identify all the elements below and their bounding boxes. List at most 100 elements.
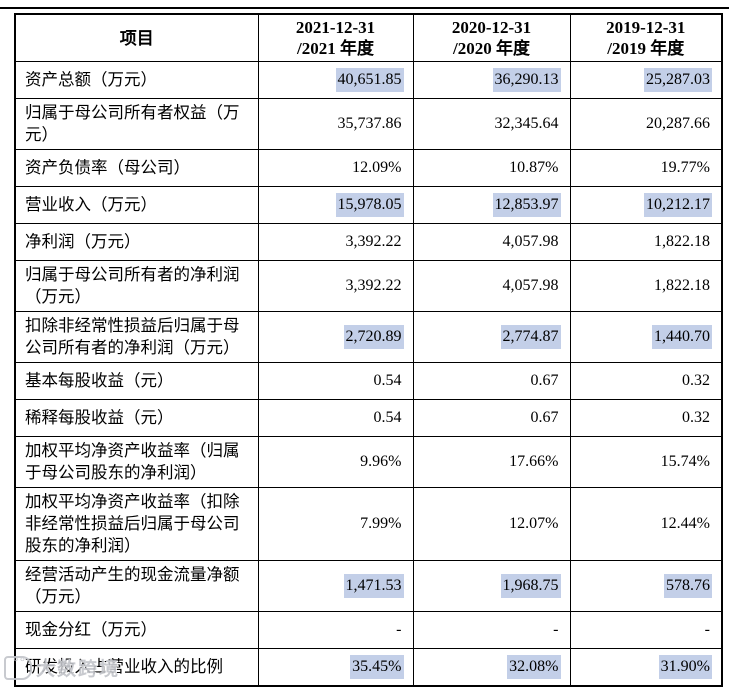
table-row: 资产总额（万元） 40,651.85 36,290.13 25,287.03	[14, 61, 723, 99]
table-row: 稀释每股收益（元） 0.54 0.67 0.32	[14, 399, 723, 437]
value-text: 17.66%	[509, 453, 559, 470]
header-column-2020: 2020-12-31 /2020 年度	[412, 13, 571, 62]
value-cell-2019: 10,212.17	[569, 186, 723, 224]
value-cell-2021: 12.09%	[257, 149, 414, 187]
financial-summary-table: 项目 2021-12-31 /2021 年度 2020-12-31 /2020 …	[14, 13, 723, 687]
header-item-column: 项目	[14, 13, 259, 62]
value-text: 0.32	[682, 409, 710, 426]
row-label: 净利润（万元）	[14, 223, 259, 261]
value-cell-2019: 0.32	[569, 362, 723, 400]
value-cell-2021: 7.99%	[257, 487, 414, 561]
value-cell-2021: 35,737.86	[257, 98, 414, 150]
value-text: 35.45%	[350, 655, 404, 679]
table-row: 基本每股收益（元） 0.54 0.67 0.32	[14, 362, 723, 400]
value-text: 0.67	[530, 372, 559, 389]
value-cell-2020: 17.66%	[412, 436, 571, 488]
value-cell-2021: 40,651.85	[257, 61, 414, 99]
value-cell-2019: 578.76	[569, 560, 723, 612]
value-text: 10.87%	[509, 159, 559, 176]
value-text: -	[553, 621, 559, 638]
value-text: 35,737.86	[337, 115, 402, 132]
value-cell-2021: 3,392.22	[257, 260, 414, 312]
value-cell-2019: 1,440.70	[569, 311, 723, 363]
row-label: 基本每股收益（元）	[14, 362, 259, 400]
row-label: 资产总额（万元）	[14, 61, 259, 99]
row-label: 归属于母公司所有者权益（万元）	[14, 98, 259, 150]
value-text: 12.44%	[660, 515, 710, 532]
value-cell-2020: 32,345.64	[412, 98, 571, 150]
value-text: 20,287.66	[646, 115, 710, 132]
value-text: 12.09%	[352, 159, 402, 176]
value-cell-2021: 1,471.53	[257, 560, 414, 612]
value-cell-2021: 15,978.05	[257, 186, 414, 224]
header-column-2019: 2019-12-31 /2019 年度	[569, 13, 723, 62]
value-cell-2019: 15.74%	[569, 436, 723, 488]
value-cell-2021: 35.45%	[257, 648, 414, 687]
value-cell-2019: 19.77%	[569, 149, 723, 187]
value-cell-2019: 0.32	[569, 399, 723, 437]
table-row: 扣除非经常性损益后归属于母公司所有者的净利润（万元） 2,720.89 2,77…	[14, 311, 723, 363]
value-text: 4,057.98	[502, 277, 559, 294]
value-cell-2020: 10.87%	[412, 149, 571, 187]
value-cell-2021: 2,720.89	[257, 311, 414, 363]
value-cell-2020: 12,853.97	[412, 186, 571, 224]
value-text: 36,290.13	[492, 68, 561, 92]
value-text: 1,440.70	[652, 325, 712, 349]
value-text: -	[704, 621, 710, 638]
row-label: 现金分红（万元）	[14, 611, 259, 649]
value-cell-2019: 20,287.66	[569, 98, 723, 150]
header-2020-line2: /2020 年度	[453, 39, 530, 58]
value-text: 2,774.87	[500, 325, 561, 349]
value-text: 25,287.03	[644, 68, 712, 92]
value-cell-2019: 31.90%	[569, 648, 723, 687]
table-row: 加权平均净资产收益率（扣除非经常性损益后归属于母公司股东的净利润） 7.99% …	[14, 487, 723, 561]
value-cell-2021: 0.54	[257, 399, 414, 437]
value-text: 3,392.22	[345, 277, 402, 294]
value-cell-2020: 4,057.98	[412, 260, 571, 312]
value-text: 32,345.64	[494, 115, 559, 132]
value-text: 1,968.75	[500, 574, 561, 598]
value-cell-2021: 0.54	[257, 362, 414, 400]
value-text: 9.96%	[360, 453, 402, 470]
value-cell-2019: 1,822.18	[569, 260, 723, 312]
row-label: 加权平均净资产收益率（归属于母公司股东的净利润）	[14, 436, 259, 488]
row-label: 营业收入（万元）	[14, 186, 259, 224]
value-text: 31.90%	[658, 655, 712, 679]
value-cell-2020: 32.08%	[412, 648, 571, 687]
value-text: 2,720.89	[343, 325, 404, 349]
value-text: 0.54	[373, 372, 402, 389]
table-row: 净利润（万元） 3,392.22 4,057.98 1,822.18	[14, 223, 723, 261]
table-row: 经营活动产生的现金流量净额（万元） 1,471.53 1,968.75 578.…	[14, 560, 723, 612]
row-label: 经营活动产生的现金流量净额（万元）	[14, 560, 259, 612]
header-row: 项目 2021-12-31 /2021 年度 2020-12-31 /2020 …	[14, 13, 723, 62]
value-text: 12.07%	[509, 515, 559, 532]
value-cell-2020: -	[412, 611, 571, 649]
table-row: 归属于母公司所有者的净利润（万元） 3,392.22 4,057.98 1,82…	[14, 260, 723, 312]
header-2020-line1: 2020-12-31	[451, 18, 532, 37]
value-cell-2020: 4,057.98	[412, 223, 571, 261]
header-2019-line1: 2019-12-31	[606, 18, 686, 37]
value-text: 12,853.97	[492, 193, 561, 217]
top-rule	[0, 7, 729, 9]
row-label: 资产负债率（母公司）	[14, 149, 259, 187]
value-cell-2021: -	[257, 611, 414, 649]
value-text: 7.99%	[360, 515, 402, 532]
value-text: 15,978.05	[335, 193, 404, 217]
value-cell-2021: 3,392.22	[257, 223, 414, 261]
value-text: 1,822.18	[654, 233, 710, 250]
value-cell-2019: 25,287.03	[569, 61, 723, 99]
table-row: 营业收入（万元） 15,978.05 12,853.97 10,212.17	[14, 186, 723, 224]
header-2021-line2: /2021 年度	[297, 39, 374, 58]
table-row: 加权平均净资产收益率（归属于母公司股东的净利润） 9.96% 17.66% 15…	[14, 436, 723, 488]
row-label: 归属于母公司所有者的净利润（万元）	[14, 260, 259, 312]
value-text: 578.76	[664, 574, 712, 598]
value-cell-2021: 9.96%	[257, 436, 414, 488]
table-row: 现金分红（万元） - - -	[14, 611, 723, 649]
row-label: 研发投入占营业收入的比例	[14, 648, 259, 687]
value-text: 32.08%	[507, 655, 561, 679]
value-cell-2019: 12.44%	[569, 487, 723, 561]
row-label: 稀释每股收益（元）	[14, 399, 259, 437]
header-column-2021: 2021-12-31 /2021 年度	[257, 13, 414, 62]
value-text: -	[396, 621, 402, 638]
